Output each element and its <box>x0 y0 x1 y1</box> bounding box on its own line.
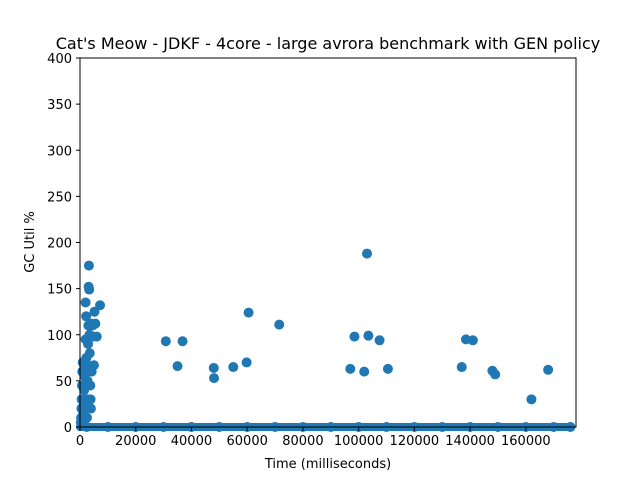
data-point <box>85 394 96 405</box>
data-point <box>456 362 467 373</box>
data-point <box>95 300 106 311</box>
y-axis-label: GC Util % <box>23 211 38 273</box>
data-point <box>90 318 101 329</box>
data-point <box>382 363 393 374</box>
y-tick-label: 100 <box>47 329 72 344</box>
y-tick-label: 250 <box>47 190 72 205</box>
data-point <box>526 394 537 405</box>
y-tick-label: 150 <box>47 283 72 298</box>
x-tick-label: 120000 <box>390 434 440 449</box>
data-point <box>83 260 94 271</box>
y-tick-label: 0 <box>64 421 72 436</box>
data-point <box>83 338 94 349</box>
data-point <box>374 335 385 346</box>
data-point <box>80 297 91 308</box>
data-point <box>81 412 92 423</box>
data-point <box>349 331 360 342</box>
data-point <box>543 364 554 375</box>
x-tick-label: 140000 <box>445 434 495 449</box>
data-point <box>274 319 285 330</box>
data-point <box>91 331 102 342</box>
data-point <box>490 369 501 380</box>
x-tick-label: 160000 <box>501 434 551 449</box>
data-point <box>177 336 188 347</box>
data-point <box>362 248 373 259</box>
data-point <box>359 366 370 377</box>
data-point <box>81 311 92 322</box>
y-tick-label: 50 <box>55 375 72 390</box>
data-point <box>89 306 100 317</box>
data-point <box>84 284 95 295</box>
data-point <box>209 373 220 384</box>
chart-title: Cat's Meow - JDKF - 4core - large avrora… <box>56 34 600 53</box>
x-axis: 0 20000 40000 60000 80000 100000 120000 140000 1… <box>76 427 551 449</box>
data-point <box>84 348 95 359</box>
x-tick-label: 60000 <box>227 434 268 449</box>
data-point <box>363 330 374 341</box>
plot-frame <box>79 57 577 428</box>
x-tick-label: 20000 <box>115 434 156 449</box>
data-point <box>208 362 219 373</box>
data-point <box>241 357 252 368</box>
y-tick-label: 300 <box>47 144 72 159</box>
x-tick-label: 0 <box>76 434 84 449</box>
data-point <box>85 403 96 414</box>
data-point <box>85 380 96 391</box>
data-point <box>160 336 171 347</box>
y-tick-label: 200 <box>47 237 72 252</box>
data-point <box>88 360 99 371</box>
data-point <box>467 335 478 346</box>
data-point <box>243 307 254 318</box>
x-tick-label: 80000 <box>282 434 323 449</box>
data-point <box>228 362 239 373</box>
x-axis-label: Time (milliseconds) <box>264 457 391 472</box>
plot-area <box>80 58 576 427</box>
data-point <box>172 361 183 372</box>
y-tick-label: 400 <box>47 52 72 67</box>
x-tick-label: 40000 <box>171 434 212 449</box>
y-tick-label: 350 <box>47 98 72 113</box>
y-axis: 0 50 100 150 200 250 300 350 400 <box>47 52 80 436</box>
x-tick-label: 100000 <box>334 434 384 449</box>
data-point <box>345 363 356 374</box>
